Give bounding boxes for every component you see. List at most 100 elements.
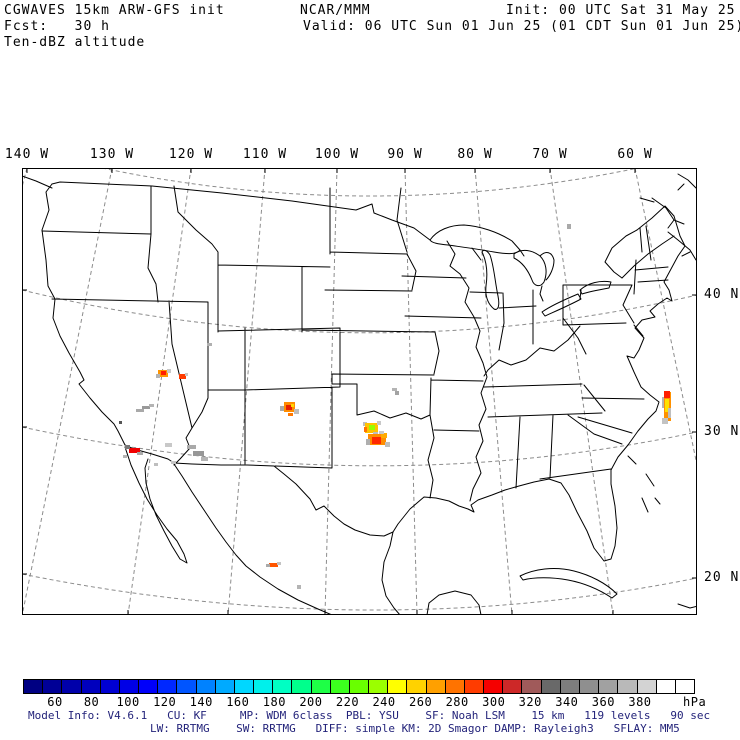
- radar-echo: [119, 421, 122, 424]
- radar-echo: [381, 433, 387, 438]
- frame-ticks: [22, 168, 697, 615]
- radar-echo: [372, 437, 381, 444]
- radar-echo: [369, 425, 375, 430]
- radar-echo: [142, 406, 150, 409]
- colorbar-tick-label: 60: [47, 695, 63, 709]
- lon-label: 90 W: [387, 147, 423, 162]
- colorbar-cell: [388, 680, 408, 693]
- colorbar-cell: [254, 680, 274, 693]
- map-panel: [22, 168, 697, 615]
- lon-label: 100 W: [314, 147, 360, 162]
- radar-echo: [366, 439, 370, 445]
- yucatan-outline: [426, 590, 482, 615]
- colorbar-cell: [464, 680, 485, 693]
- valid-time: Valid: 06 UTC Sun 01 Jun 25 (01 CDT Sun …: [303, 19, 740, 34]
- lon-label: 120 W: [168, 147, 214, 162]
- colorbar-cell: [215, 680, 235, 693]
- colorbar-cell: [541, 680, 561, 693]
- state-borders: [41, 185, 669, 502]
- radar-echo: [664, 391, 670, 398]
- radar-echo: [129, 448, 140, 453]
- colorbar-cell: [43, 680, 63, 693]
- colorbar-cell: [637, 680, 657, 693]
- cuba-outline: [519, 568, 618, 599]
- model-info-line2: LW: RRTMG SW: RRTMG DIFF: simple KM: 2D …: [150, 722, 680, 735]
- colorbar-tick-label: 140: [189, 695, 213, 709]
- radar-echo: [179, 374, 186, 379]
- lat-label: 30 N: [704, 424, 740, 439]
- colorbar-unit: hPa: [683, 695, 707, 709]
- colorbar-tick-label: 260: [409, 695, 433, 709]
- radar-echo: [269, 563, 278, 567]
- colorbar-tick-label: 100: [116, 695, 140, 709]
- colorbar-cell: [445, 680, 465, 693]
- lat-label: 40 N: [704, 287, 740, 302]
- radar-echo: [392, 388, 397, 391]
- radar-echo: [567, 224, 571, 229]
- lon-label: 130 W: [89, 147, 135, 162]
- radar-echo: [201, 457, 208, 461]
- colorbar-cell: [119, 680, 140, 693]
- lake-huron: [513, 249, 555, 287]
- map-frame: [22, 168, 697, 615]
- us-map: [22, 168, 697, 615]
- colorbar-cell: [330, 680, 350, 693]
- radar-echo: [136, 409, 144, 412]
- radar-echo: [266, 564, 270, 567]
- org-label: NCAR/MMM: [300, 3, 371, 18]
- field-name: Ten-dBZ altitude: [4, 35, 146, 50]
- lake-erie: [541, 293, 582, 317]
- lon-label: 110 W: [242, 147, 288, 162]
- radar-echo: [662, 418, 668, 424]
- radar-echo: [137, 452, 143, 455]
- radar-echo-layer: [119, 224, 671, 589]
- colorbar-cell: [81, 680, 101, 693]
- colorbar-cell: [618, 680, 638, 693]
- radar-echo: [125, 445, 130, 449]
- colorbar-cell: [311, 680, 331, 693]
- model-info-line1: Model Info: V4.6.1 CU: KF MP: WDM 6class…: [28, 709, 711, 722]
- radar-echo: [364, 427, 367, 432]
- radar-echo: [288, 413, 293, 416]
- colorbar-cell: [407, 680, 427, 693]
- colorbar-tick-label: 180: [262, 695, 286, 709]
- lake-superior: [429, 224, 521, 255]
- colorbar-cell: [177, 680, 197, 693]
- model-title: CGWAVES 15km ARW-GFS init: [4, 3, 225, 18]
- lake-michigan: [481, 249, 500, 310]
- lake-ontario: [579, 280, 612, 295]
- radar-echo: [379, 431, 384, 434]
- lake-connectors: [519, 249, 582, 302]
- colorbar-cell: [426, 680, 446, 693]
- mexico-coast: [124, 446, 401, 615]
- colorbar-tick-label: 300: [482, 695, 506, 709]
- radar-echo: [297, 585, 301, 589]
- radar-echo: [123, 455, 127, 458]
- colorbar-tick-label: 340: [555, 695, 579, 709]
- colorbar-cell: [139, 680, 159, 693]
- colorbar-cell: [503, 680, 523, 693]
- radar-echo: [395, 391, 399, 395]
- colorbar-cell: [560, 680, 580, 693]
- colorbar-tick-label: 380: [628, 695, 652, 709]
- colorbar-cell: [579, 680, 600, 693]
- canada-border: [51, 181, 431, 241]
- radar-echo: [286, 405, 292, 410]
- radar-echo: [377, 421, 381, 425]
- colorbar-cell: [675, 680, 695, 693]
- radar-echo: [165, 443, 172, 447]
- lon-label: 140 W: [4, 147, 50, 162]
- colorbar-cell: [484, 680, 504, 693]
- colorbar-cell: [369, 680, 389, 693]
- radar-echo: [193, 451, 204, 456]
- colorbar-cell: [656, 680, 676, 693]
- init-time: Init: 00 UTC Sat 31 May 25: [506, 3, 736, 18]
- colorbar-cell: [62, 680, 82, 693]
- colorbar-tick-label: 280: [445, 695, 469, 709]
- lon-label: 70 W: [532, 147, 568, 162]
- colorbar-tick-label: 220: [335, 695, 360, 709]
- radar-echo: [280, 406, 285, 411]
- colorbar-cell: [599, 680, 619, 693]
- colorbar-tick-label: 120: [153, 695, 177, 709]
